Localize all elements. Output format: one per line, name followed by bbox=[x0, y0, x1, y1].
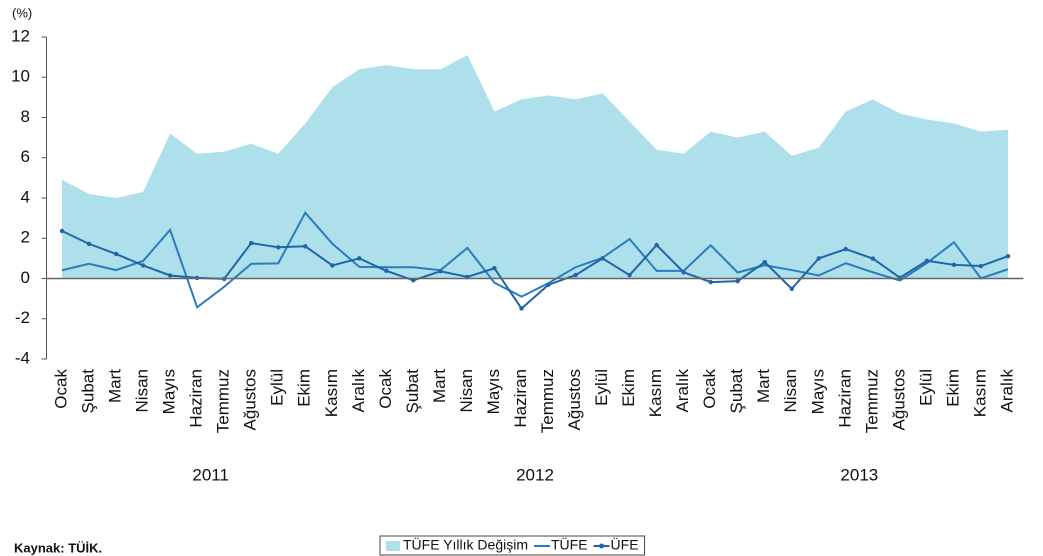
x-tick-label: Şubat bbox=[403, 369, 422, 414]
area bbox=[62, 55, 1008, 279]
x-tick-label: Temmuz bbox=[862, 369, 881, 433]
x-tick-label: Haziran bbox=[835, 369, 854, 428]
marker bbox=[924, 258, 930, 263]
legend-marker bbox=[599, 543, 605, 549]
x-tick-label: Aralık bbox=[997, 369, 1016, 413]
legend-label: ÜFE bbox=[611, 536, 639, 553]
marker bbox=[951, 262, 957, 268]
marker bbox=[86, 241, 92, 247]
x-tick-label: Mayıs bbox=[484, 369, 503, 414]
marker bbox=[384, 268, 389, 274]
y-tick-label: 12 bbox=[11, 26, 30, 45]
x-tick-label: Ocak bbox=[700, 369, 719, 409]
y-tick-label: 4 bbox=[21, 187, 30, 206]
y-unit: (%) bbox=[12, 5, 32, 20]
x-tick-label: Ekim bbox=[619, 369, 638, 407]
legend-box bbox=[379, 535, 646, 556]
marker bbox=[789, 286, 794, 291]
x-tick-label: Ağustos bbox=[889, 369, 908, 430]
x-tick-label: Ağustos bbox=[565, 369, 584, 430]
marker bbox=[140, 263, 146, 268]
x-tick-label: Eylül bbox=[268, 369, 287, 406]
marker bbox=[978, 263, 984, 269]
x-tick-label: Şubat bbox=[79, 369, 98, 414]
x-tick-label: Nisan bbox=[457, 369, 476, 412]
x-tick-label: Ocak bbox=[376, 369, 395, 409]
x-tick-label: Nisan bbox=[133, 369, 152, 412]
legend-label: TÜFE Yıllık Değişim bbox=[403, 536, 528, 553]
marker bbox=[276, 245, 281, 250]
year-label: 2012 bbox=[516, 465, 554, 484]
y-tick-label: 0 bbox=[21, 268, 30, 287]
marker bbox=[1005, 253, 1011, 259]
x-tick-label: Mart bbox=[430, 369, 449, 403]
marker bbox=[59, 228, 65, 234]
marker bbox=[249, 240, 254, 246]
marker bbox=[113, 251, 119, 257]
y-tick-label: -4 bbox=[15, 348, 30, 367]
x-tick-label: Temmuz bbox=[214, 369, 233, 433]
legend-label: TÜFE bbox=[551, 536, 588, 553]
marker bbox=[330, 263, 335, 268]
year-label: 2013 bbox=[840, 465, 878, 484]
marker bbox=[303, 244, 308, 249]
y-tick-label: -2 bbox=[15, 308, 30, 327]
x-tick-label: Ocak bbox=[51, 369, 70, 409]
marker bbox=[870, 256, 876, 261]
x-tick-label: Mayıs bbox=[808, 369, 827, 414]
x-tick-label: Ekim bbox=[943, 369, 962, 407]
x-tick-label: Haziran bbox=[511, 369, 530, 428]
source: Kaynak: TÜİK. bbox=[14, 540, 102, 555]
marker bbox=[573, 272, 578, 278]
x-tick-label: Aralık bbox=[673, 369, 692, 413]
marker bbox=[546, 282, 551, 287]
y-tick-label: 8 bbox=[21, 107, 30, 126]
marker bbox=[167, 273, 173, 278]
x-tick-label: Temmuz bbox=[538, 369, 557, 433]
x-tick-label: Haziran bbox=[187, 369, 206, 428]
x-tick-label: Aralık bbox=[349, 369, 368, 413]
legend: TÜFE Yıllık Değişim TÜFE ÜFE bbox=[379, 535, 646, 556]
x-tick-label: Mart bbox=[106, 369, 125, 403]
x-tick-label: Kasım bbox=[322, 369, 341, 417]
marker bbox=[519, 306, 524, 311]
x-tick-label: Eylül bbox=[916, 369, 935, 406]
x-tick-label: Kasım bbox=[646, 369, 665, 417]
x-tick-label: Nisan bbox=[781, 369, 800, 412]
marker bbox=[627, 272, 632, 278]
marker bbox=[735, 278, 740, 284]
x-tick-label: Eylül bbox=[592, 369, 611, 406]
marker bbox=[438, 269, 443, 274]
marker bbox=[816, 256, 821, 261]
marker bbox=[357, 256, 362, 261]
marker bbox=[762, 259, 767, 265]
year-label: 2011 bbox=[192, 465, 229, 484]
y-tick-label: 10 bbox=[11, 67, 30, 86]
marker bbox=[600, 256, 605, 261]
marker bbox=[681, 270, 686, 275]
y-tick-label: 6 bbox=[21, 147, 30, 166]
line bbox=[61, 210, 1009, 309]
x-tick-label: Şubat bbox=[727, 369, 746, 414]
y-tick-label: 2 bbox=[21, 228, 30, 247]
x-tick-label: Kasım bbox=[970, 369, 989, 417]
legend-swatch bbox=[386, 541, 400, 551]
marker bbox=[843, 246, 849, 252]
x-tick-label: Mayıs bbox=[160, 369, 179, 414]
x-tick-label: Ağustos bbox=[241, 369, 260, 430]
marker bbox=[492, 266, 497, 271]
marker bbox=[708, 279, 713, 285]
x-tick-label: Ekim bbox=[295, 369, 314, 407]
marker bbox=[654, 242, 659, 248]
x-tick-label: Mart bbox=[754, 369, 773, 403]
